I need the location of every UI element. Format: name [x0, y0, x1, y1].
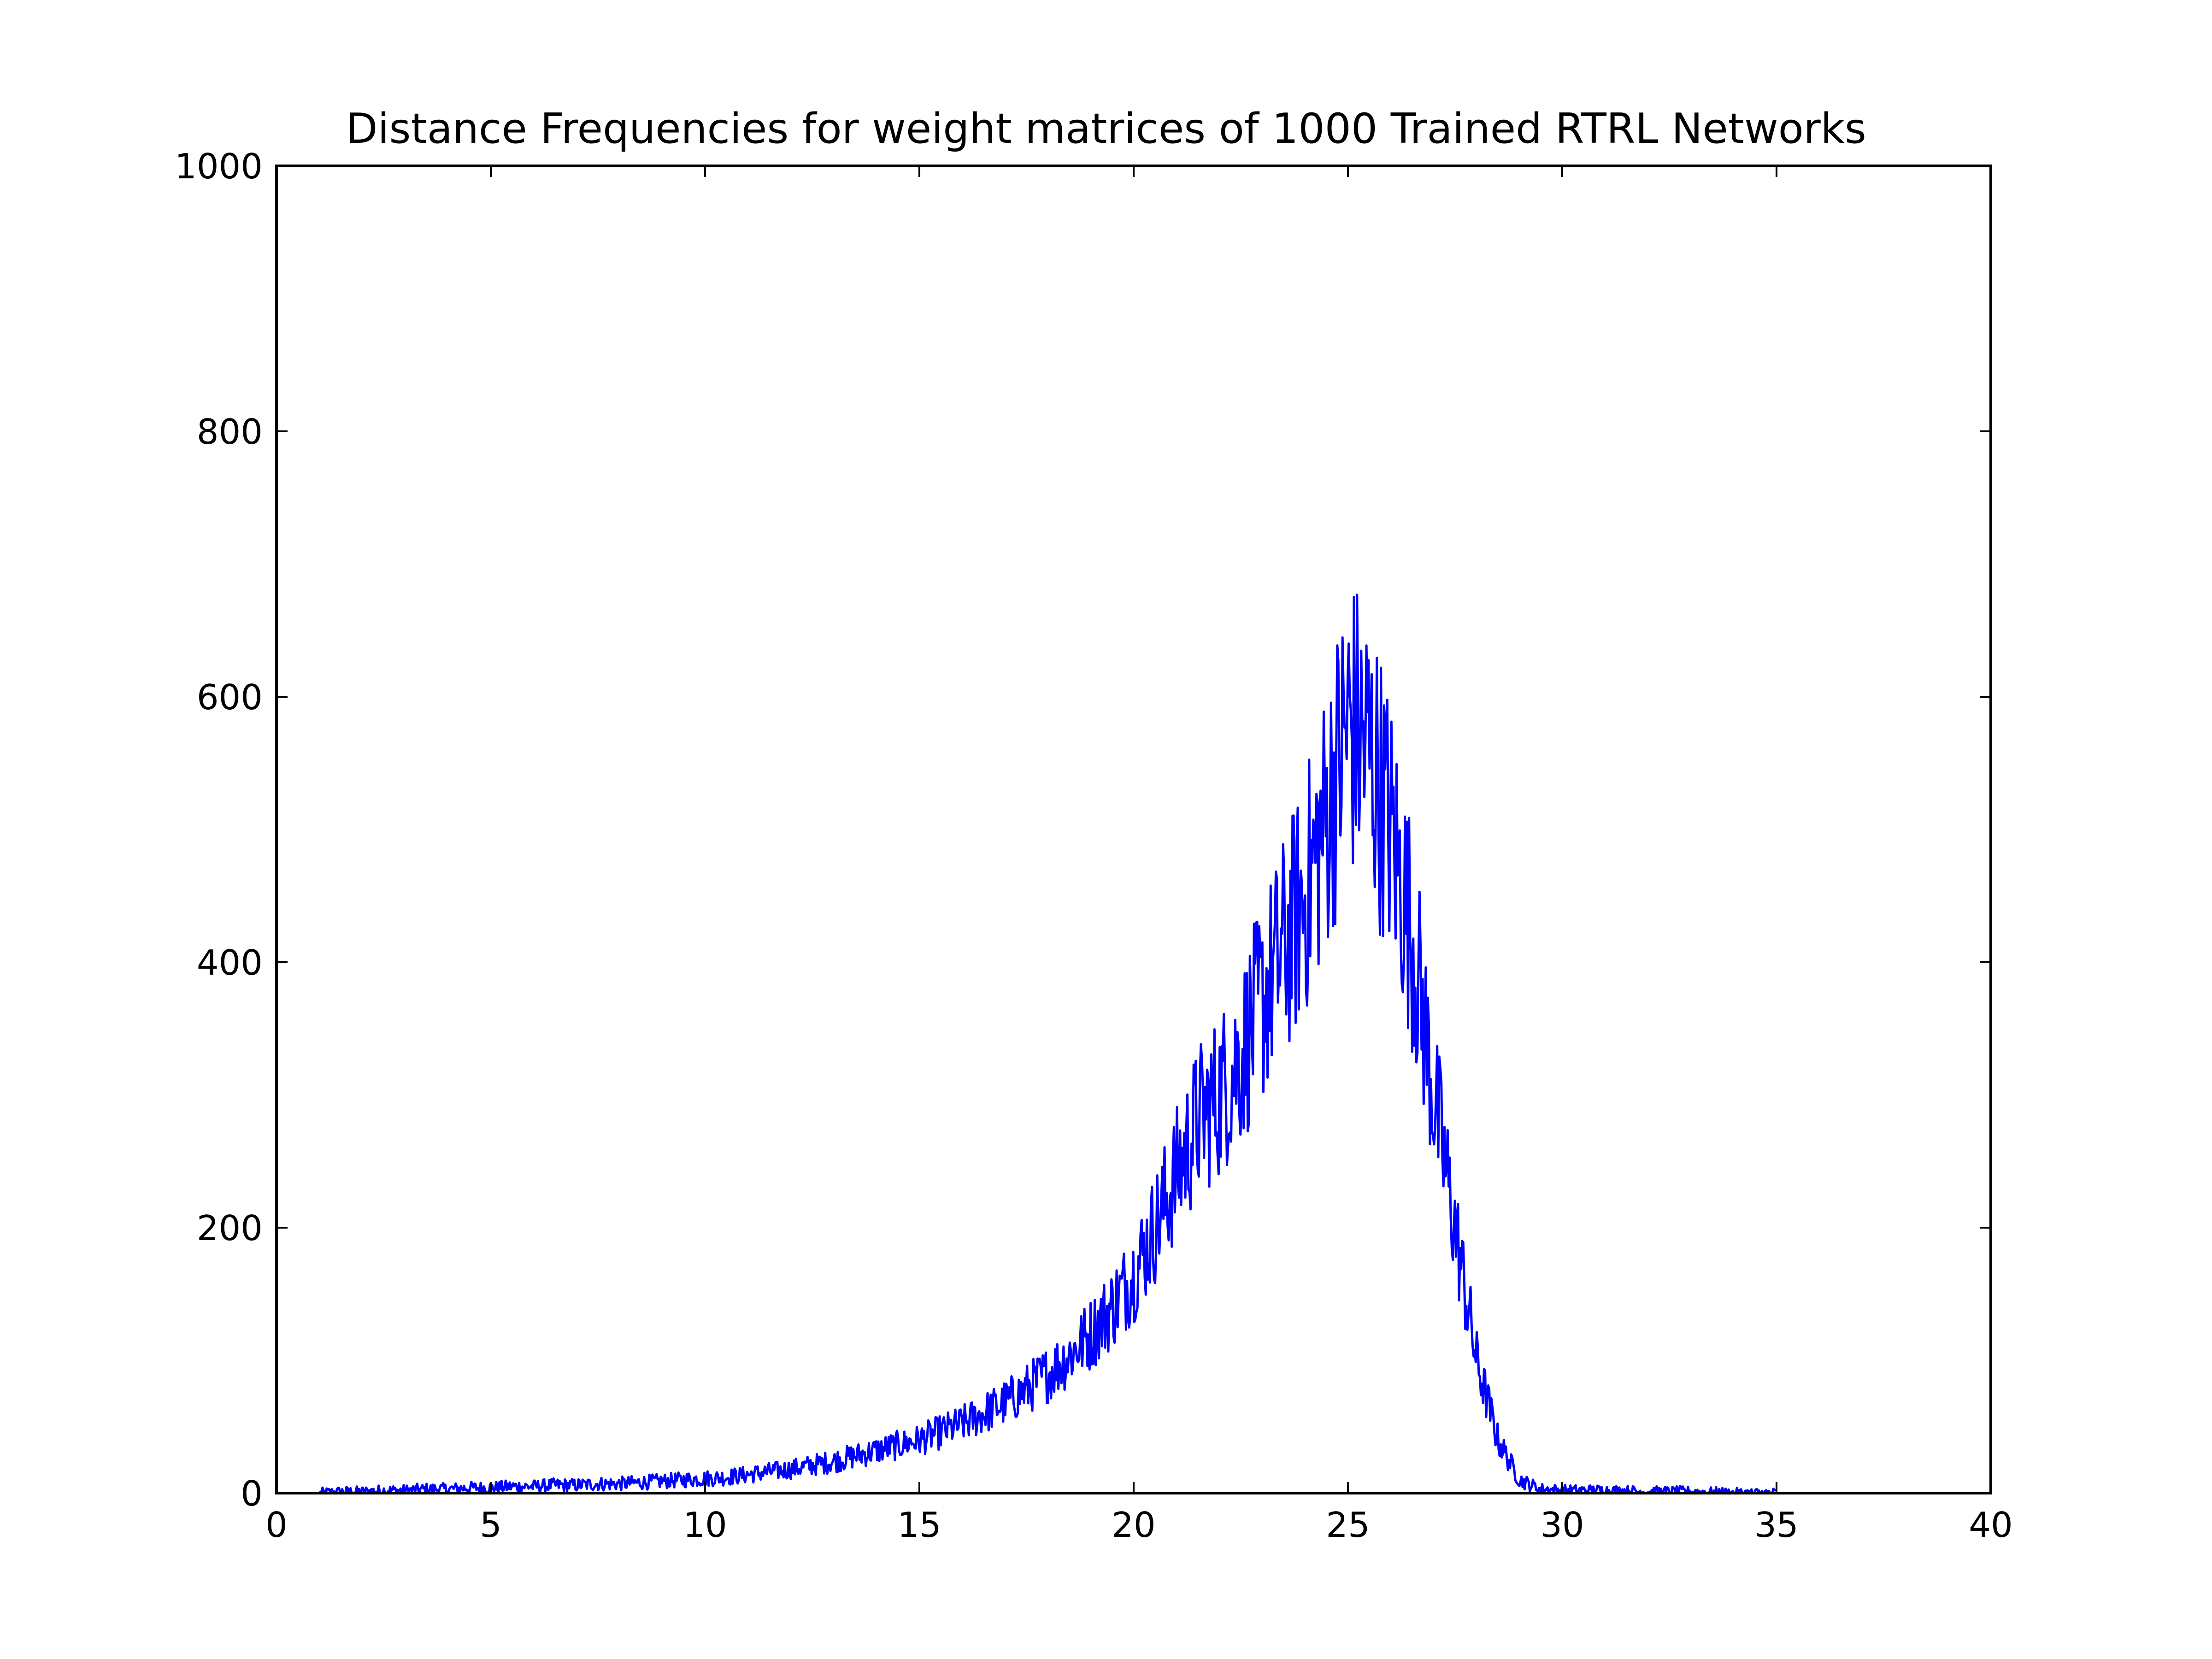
x-tick-label: 40 — [1969, 1505, 2012, 1545]
x-tick-label: 0 — [265, 1505, 288, 1545]
series-layer — [318, 594, 1777, 1494]
chart-title: Distance Frequencies for weight matrices… — [346, 105, 1866, 153]
y-tick-label: 1000 — [175, 146, 263, 187]
x-tick-label: 20 — [1112, 1505, 1155, 1545]
frequency-series-line — [318, 594, 1777, 1494]
y-tick-label: 800 — [197, 412, 263, 452]
x-tick-label: 5 — [480, 1505, 502, 1545]
x-tick-label: 25 — [1326, 1505, 1370, 1545]
y-tick-label: 600 — [197, 677, 263, 718]
x-tick-label: 35 — [1754, 1505, 1798, 1545]
y-tick-label: 0 — [241, 1473, 263, 1514]
x-tick-label: 30 — [1540, 1505, 1584, 1545]
y-tick-label: 200 — [197, 1208, 263, 1248]
x-tick-label: 10 — [683, 1505, 727, 1545]
y-tick-label: 400 — [197, 942, 263, 983]
x-tick-label: 15 — [897, 1505, 941, 1545]
